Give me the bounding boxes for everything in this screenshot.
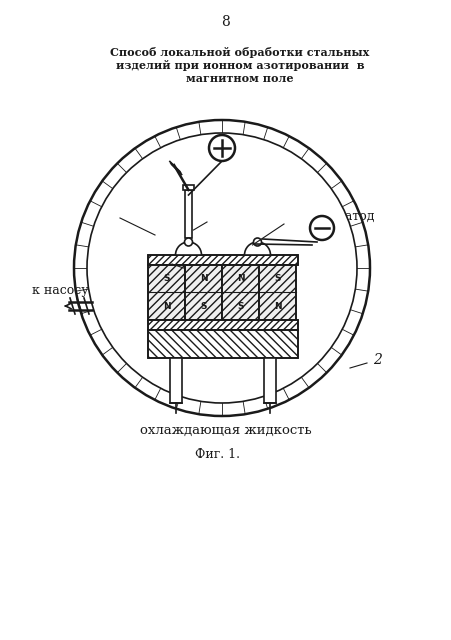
Bar [147,265,184,320]
Wedge shape [175,242,201,255]
Text: S: S [163,275,170,284]
Text: магнитном поле: магнитном поле [186,72,293,83]
Circle shape [309,216,333,240]
Text: N: N [199,275,207,284]
Bar [263,358,276,403]
Text: 5: 5 [158,255,167,269]
Bar [147,320,297,330]
Bar [147,255,297,265]
Circle shape [184,238,192,246]
Text: S: S [200,301,206,311]
Bar [221,265,258,320]
Text: 8: 8 [221,15,230,29]
Text: N: N [273,301,281,311]
Circle shape [87,133,356,403]
Text: S: S [237,301,243,311]
Text: Способ локальной обработки стальных: Способ локальной обработки стальных [110,47,369,58]
Bar [147,265,184,320]
Bar [258,265,295,320]
Bar [147,330,297,358]
Text: охлаждающая жидкость: охлаждающая жидкость [140,424,311,436]
Bar [170,358,182,403]
Bar [184,190,192,238]
Text: 3: 3 [208,211,217,225]
Text: S: S [274,275,280,284]
Text: 4: 4 [273,211,282,225]
Text: 1: 1 [102,203,111,217]
Circle shape [74,120,369,416]
Text: газ: газ [179,152,200,164]
Bar [147,330,297,358]
Circle shape [253,238,261,246]
Text: к насосу: к насосу [32,284,88,296]
Bar [183,185,193,190]
Bar [147,255,297,265]
Text: N: N [236,275,244,284]
Bar [184,265,221,320]
Bar [221,265,258,320]
Text: N: N [162,301,170,311]
Circle shape [208,135,235,161]
Text: катод: катод [337,209,375,223]
Text: Фиг. 1.: Фиг. 1. [195,449,240,461]
Bar [147,320,297,330]
Text: анод: анод [238,141,268,154]
Wedge shape [244,242,270,255]
Text: изделий при ионном азотировании  в: изделий при ионном азотировании в [115,60,364,70]
Bar [258,265,295,320]
Bar [184,265,221,320]
Text: 2: 2 [373,353,382,367]
